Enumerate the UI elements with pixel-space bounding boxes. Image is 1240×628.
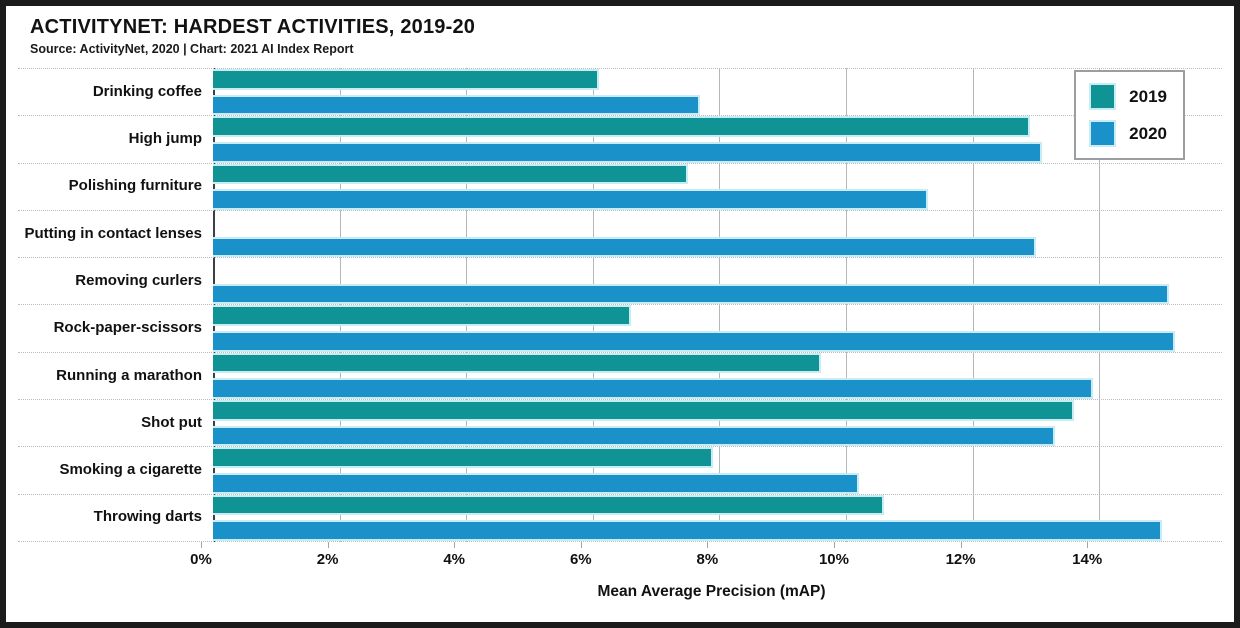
bar-2019 (213, 494, 884, 516)
bar-group (213, 116, 1222, 163)
chart-row: Removing curlers (18, 258, 1222, 306)
bar-2019 (213, 447, 714, 469)
bar-group (213, 305, 1222, 352)
bar-group (213, 352, 1222, 400)
legend-swatch-2019 (1089, 83, 1117, 110)
bar-2020 (213, 425, 1055, 447)
bar-2020 (213, 473, 859, 494)
tick-mark (327, 541, 329, 548)
tick-mark (580, 541, 582, 548)
category-label: Drinking coffee (92, 82, 202, 100)
tick-label: 12% (945, 550, 976, 568)
bar-2019 (213, 352, 821, 374)
tick-label: 4% (443, 550, 466, 568)
bar-2020 (213, 189, 929, 210)
category-label: Throwing darts (93, 508, 202, 526)
bar-group (213, 494, 1222, 541)
tick-mark (833, 541, 835, 548)
chart-row: Putting in contact lenses (18, 211, 1222, 259)
bar-group (213, 447, 1222, 494)
category-label: Rock-paper-scissors (53, 319, 202, 337)
bar-2019 (213, 69, 600, 90)
chart-row: Drinking coffee (18, 69, 1222, 117)
chart-source-line: Source: ActivityNet, 2020 | Chart: 2021 … (30, 42, 354, 56)
tick-label: 2% (316, 550, 339, 568)
legend-item-2020: 2020 (1089, 120, 1167, 147)
bar-group (213, 258, 1222, 305)
chart-area: Drinking coffee High jump Polishing furnit… (18, 68, 1222, 542)
tick-mark (707, 541, 709, 548)
bar-group (213, 69, 1222, 116)
tick-mark (1087, 541, 1089, 548)
bar-2019 (213, 116, 1030, 137)
bar-2019 (213, 305, 631, 327)
bar-group (213, 163, 1222, 210)
chart-title: ACTIVITYNET: HARDEST ACTIVITIES, 2019-20 (30, 16, 476, 38)
bar-2019 (213, 400, 1074, 421)
plot-rows: Drinking coffee High jump Polishing furnit… (18, 68, 1222, 542)
chart-row: High jump (18, 116, 1222, 164)
chart-row: Running a marathon (18, 352, 1222, 401)
bar-group (213, 400, 1222, 447)
chart-row: Smoking a cigarette (18, 447, 1222, 495)
bar-2020 (213, 378, 1093, 400)
legend: 2019 2020 (1074, 70, 1185, 160)
bar-2020 (213, 141, 1043, 163)
chart-row: Shot put (18, 400, 1222, 448)
legend-label: 2019 (1129, 86, 1167, 106)
tick-label: 0% (190, 550, 212, 568)
bar-2020 (213, 94, 701, 116)
tick-label: 14% (1072, 550, 1103, 568)
category-label: Running a marathon (56, 366, 202, 384)
tick-label: 6% (569, 550, 592, 568)
bar-2020 (213, 520, 1163, 541)
x-axis-title: Mean Average Precision (mAP) (597, 582, 826, 600)
bar-2020 (213, 236, 1036, 258)
category-label: Smoking a cigarette (59, 461, 202, 479)
chart-row: Rock-paper-scissors (18, 305, 1222, 353)
category-label: Shot put (141, 413, 202, 431)
bar-2020 (213, 331, 1176, 352)
tick-mark (201, 541, 202, 548)
bar-2019 (213, 163, 688, 185)
category-label: Removing curlers (75, 271, 202, 289)
chart-row: Throwing darts (18, 494, 1222, 542)
bar-2020 (213, 283, 1169, 305)
legend-item-2019: 2019 (1089, 83, 1167, 110)
tick-mark (454, 541, 456, 548)
legend-label: 2020 (1129, 123, 1167, 143)
tick-label: 8% (696, 550, 719, 568)
category-label: High jump (128, 130, 202, 148)
bar-group (213, 211, 1222, 258)
chart-header: ACTIVITYNET: HARDEST ACTIVITIES, 2019-20… (6, 6, 1234, 68)
chart-row: Polishing furniture (18, 163, 1222, 211)
tick-mark (960, 541, 962, 548)
category-label: Putting in contact lenses (24, 224, 202, 242)
x-axis: 0% 2% 4% 6% 8% 10% 12% 14% (190, 541, 1222, 576)
legend-swatch-2020 (1089, 120, 1117, 147)
tick-label: 10% (818, 550, 849, 568)
category-label: Polishing furniture (68, 177, 202, 195)
